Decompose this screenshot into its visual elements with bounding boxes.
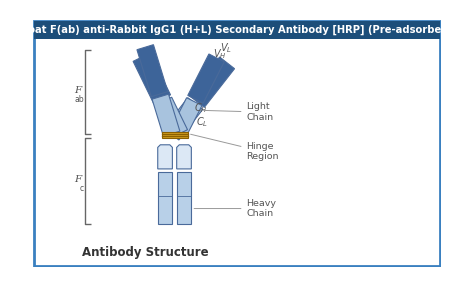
Polygon shape <box>152 94 180 136</box>
Text: Heavy
Chain: Heavy Chain <box>194 199 276 218</box>
Bar <box>34 21 440 39</box>
Bar <box>162 132 188 138</box>
Polygon shape <box>190 57 235 107</box>
Polygon shape <box>155 97 188 138</box>
Text: Goat F(ab) anti-Rabbit IgG1 (H+L) Secondary Antibody [HRP] (Pre-adsorbed): Goat F(ab) anti-Rabbit IgG1 (H+L) Second… <box>20 25 454 35</box>
Text: ab: ab <box>74 95 83 104</box>
Text: F: F <box>74 86 81 95</box>
Text: Light
Chain: Light Chain <box>204 102 273 122</box>
Text: $C_L$: $C_L$ <box>196 115 208 129</box>
Text: $V_H$: $V_H$ <box>213 47 227 61</box>
Text: Antibody Structure: Antibody Structure <box>82 246 208 259</box>
Bar <box>158 172 173 224</box>
Text: Hinge
Region: Hinge Region <box>191 134 279 161</box>
Text: c: c <box>80 184 83 193</box>
Text: $C_H$: $C_H$ <box>194 102 207 115</box>
Text: F: F <box>74 175 81 184</box>
Polygon shape <box>188 54 224 103</box>
Polygon shape <box>158 145 173 169</box>
Polygon shape <box>133 53 171 103</box>
Polygon shape <box>170 98 202 138</box>
Polygon shape <box>177 145 191 169</box>
Polygon shape <box>137 45 168 97</box>
Text: $V_L$: $V_L$ <box>219 42 232 55</box>
Polygon shape <box>164 98 203 140</box>
Bar <box>177 172 191 224</box>
